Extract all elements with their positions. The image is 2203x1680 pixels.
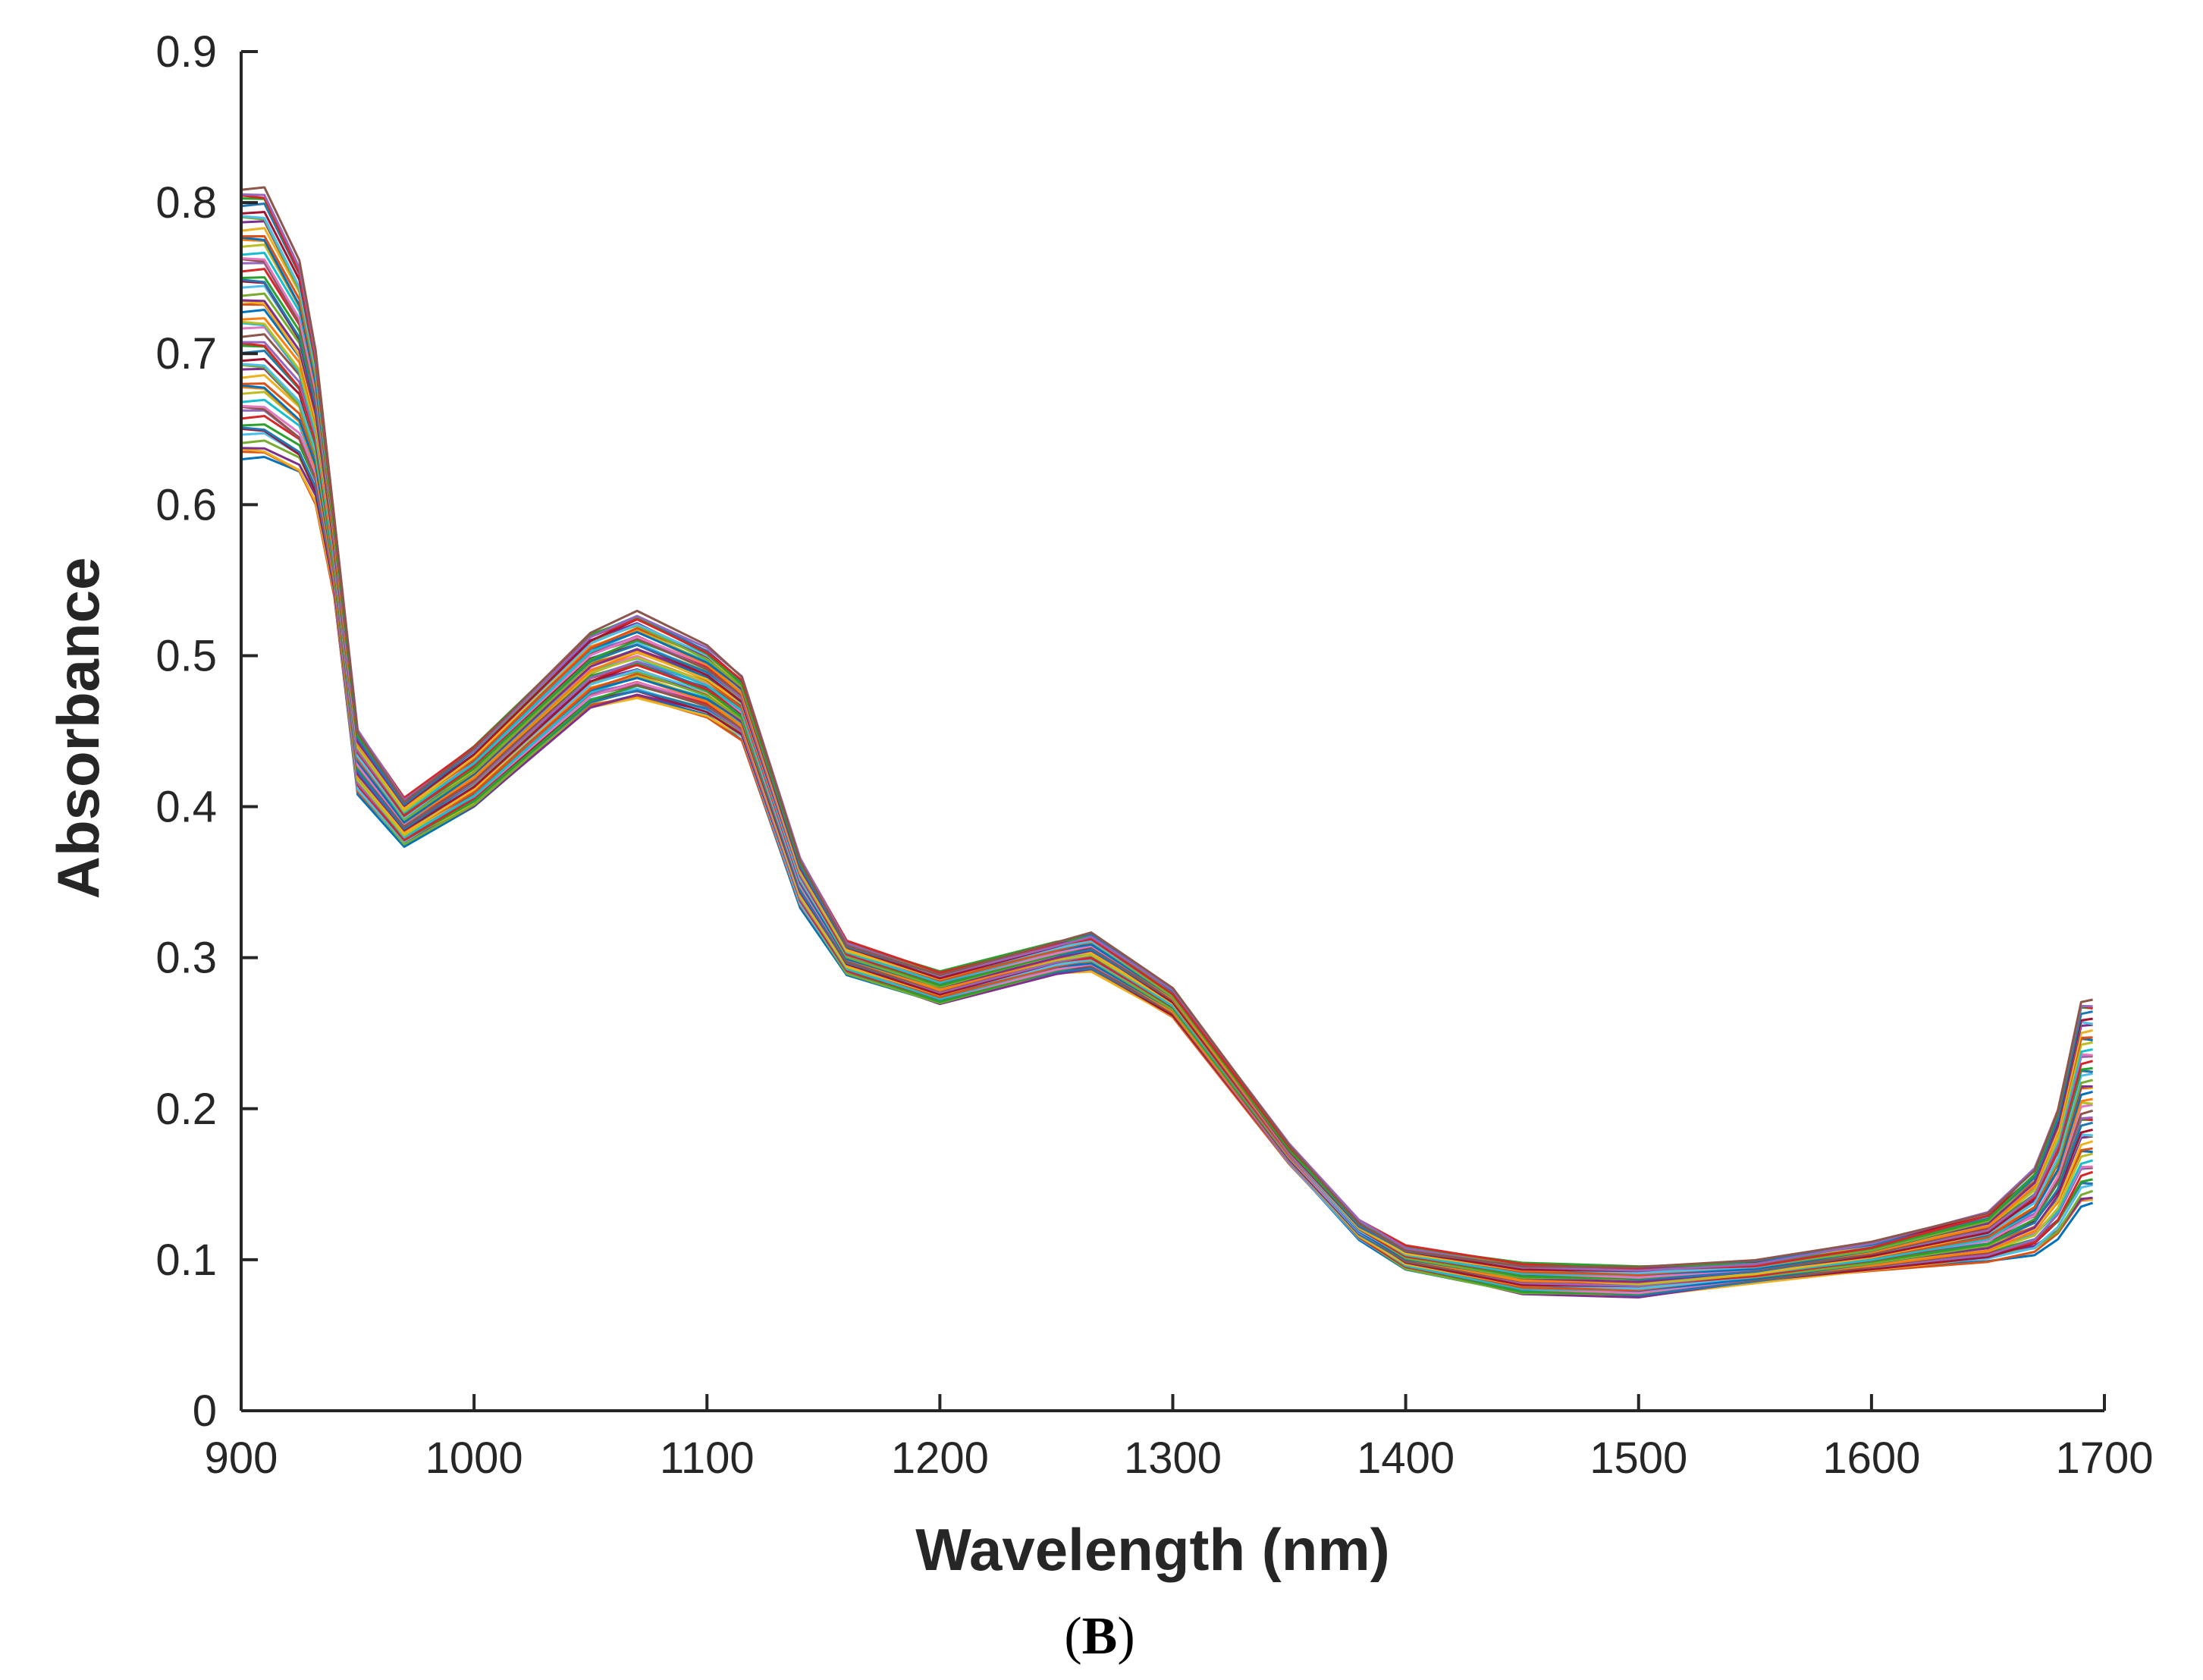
spectrum-line-29 (240, 326, 2093, 1281)
spectrum-line-2 (240, 451, 2093, 1295)
spectrum-line-11 (240, 409, 2093, 1290)
panel-open-paren: ( (1064, 1607, 1081, 1666)
spectrum-line-12 (240, 405, 2093, 1293)
spectrum-line-39 (240, 280, 2093, 1278)
y-tick-label-0.4: 0.4 (155, 783, 217, 832)
spectrum-line-8 (240, 426, 2093, 1297)
spectrum-line-3 (240, 447, 2093, 1298)
y-tick-label-0.1: 0.1 (155, 1236, 217, 1285)
x-axis-label: Wavelength (nm) (915, 1516, 1389, 1583)
x-tick-label-1600: 1600 (1822, 1433, 1920, 1483)
panel-label: (B) (1064, 1607, 1134, 1666)
spectrum-line-15 (240, 391, 2093, 1288)
spectrum-line-4 (240, 447, 2093, 1298)
spectrum-line-5 (240, 439, 2094, 1295)
spectrum-line-35 (240, 300, 2093, 1282)
x-tick-label-1400: 1400 (1357, 1433, 1455, 1483)
spectrum-line-24 (240, 350, 2093, 1283)
spectrum-line-32 (240, 317, 2093, 1284)
spectrum-line-17 (240, 384, 2093, 1292)
y-tick-label-0.8: 0.8 (155, 178, 217, 228)
x-tick-label-1100: 1100 (660, 1433, 755, 1483)
y-tick-label-0.5: 0.5 (155, 631, 217, 680)
spectrum-line-33 (240, 309, 2093, 1280)
x-tick-label-1000: 1000 (425, 1433, 523, 1483)
x-tick-label-900: 900 (205, 1433, 278, 1483)
x-tick-label-1300: 1300 (1124, 1433, 1222, 1483)
spectrum-line-21 (240, 363, 2093, 1288)
series-group (240, 186, 2094, 1298)
spectrum-line-6 (240, 432, 2093, 1292)
x-tick-label-1500: 1500 (1589, 1433, 1687, 1483)
spectrum-line-42 (240, 268, 2093, 1276)
spectrum-line-9 (240, 423, 2093, 1295)
spectrum-line-18 (240, 382, 2093, 1292)
spectrum-line-30 (240, 322, 2093, 1283)
spectrum-line-26 (240, 342, 2093, 1287)
spectrum-line-13 (240, 404, 2093, 1295)
spectrum-line-37 (240, 292, 2093, 1280)
spectrum-line-34 (240, 303, 2093, 1279)
x-tick-label-1700: 1700 (2055, 1433, 2153, 1483)
spectrum-line-25 (240, 344, 2093, 1284)
y-tick-label-0: 0 (193, 1386, 217, 1436)
spectrum-line-1 (240, 456, 2094, 1295)
spectrum-line-40 (240, 278, 2093, 1281)
spectrum-line-22 (240, 363, 2093, 1290)
spectrum-line-60 (240, 186, 2093, 1268)
spectrum-line-20 (240, 367, 2093, 1286)
y-tick-label-0.7: 0.7 (155, 329, 217, 378)
x-tick-label-1200: 1200 (891, 1433, 989, 1483)
spectrum-line-23 (240, 357, 2093, 1288)
y-axis-label: Absorbance (45, 557, 111, 900)
y-tick-label-0.3: 0.3 (155, 934, 217, 983)
panel-letter: B (1082, 1607, 1118, 1666)
spectrum-line-10 (240, 415, 2094, 1291)
y-tick-label-0.6: 0.6 (155, 480, 217, 529)
spectrum-line-16 (240, 386, 2093, 1289)
spectrum-line-27 (240, 341, 2093, 1288)
spectrum-line-41 (240, 276, 2093, 1280)
ticks-group: 900 1000 1100 1200 1300 1400 1500 1600 1700 0 0.1 0… (155, 27, 2153, 1483)
spectrum-line-28 (240, 333, 2094, 1283)
y-tick-label-0.2: 0.2 (155, 1085, 217, 1134)
spectrum-line-19 (240, 374, 2094, 1287)
spectrum-line-31 (240, 320, 2093, 1286)
spectrum-line-36 (240, 299, 2093, 1283)
spectrum-line-7 (240, 427, 2093, 1294)
spectrum-line-38 (240, 284, 2093, 1276)
panel-close-paren: ) (1117, 1607, 1134, 1666)
y-tick-label-0.9: 0.9 (155, 27, 217, 77)
spectrum-line-14 (240, 398, 2094, 1292)
